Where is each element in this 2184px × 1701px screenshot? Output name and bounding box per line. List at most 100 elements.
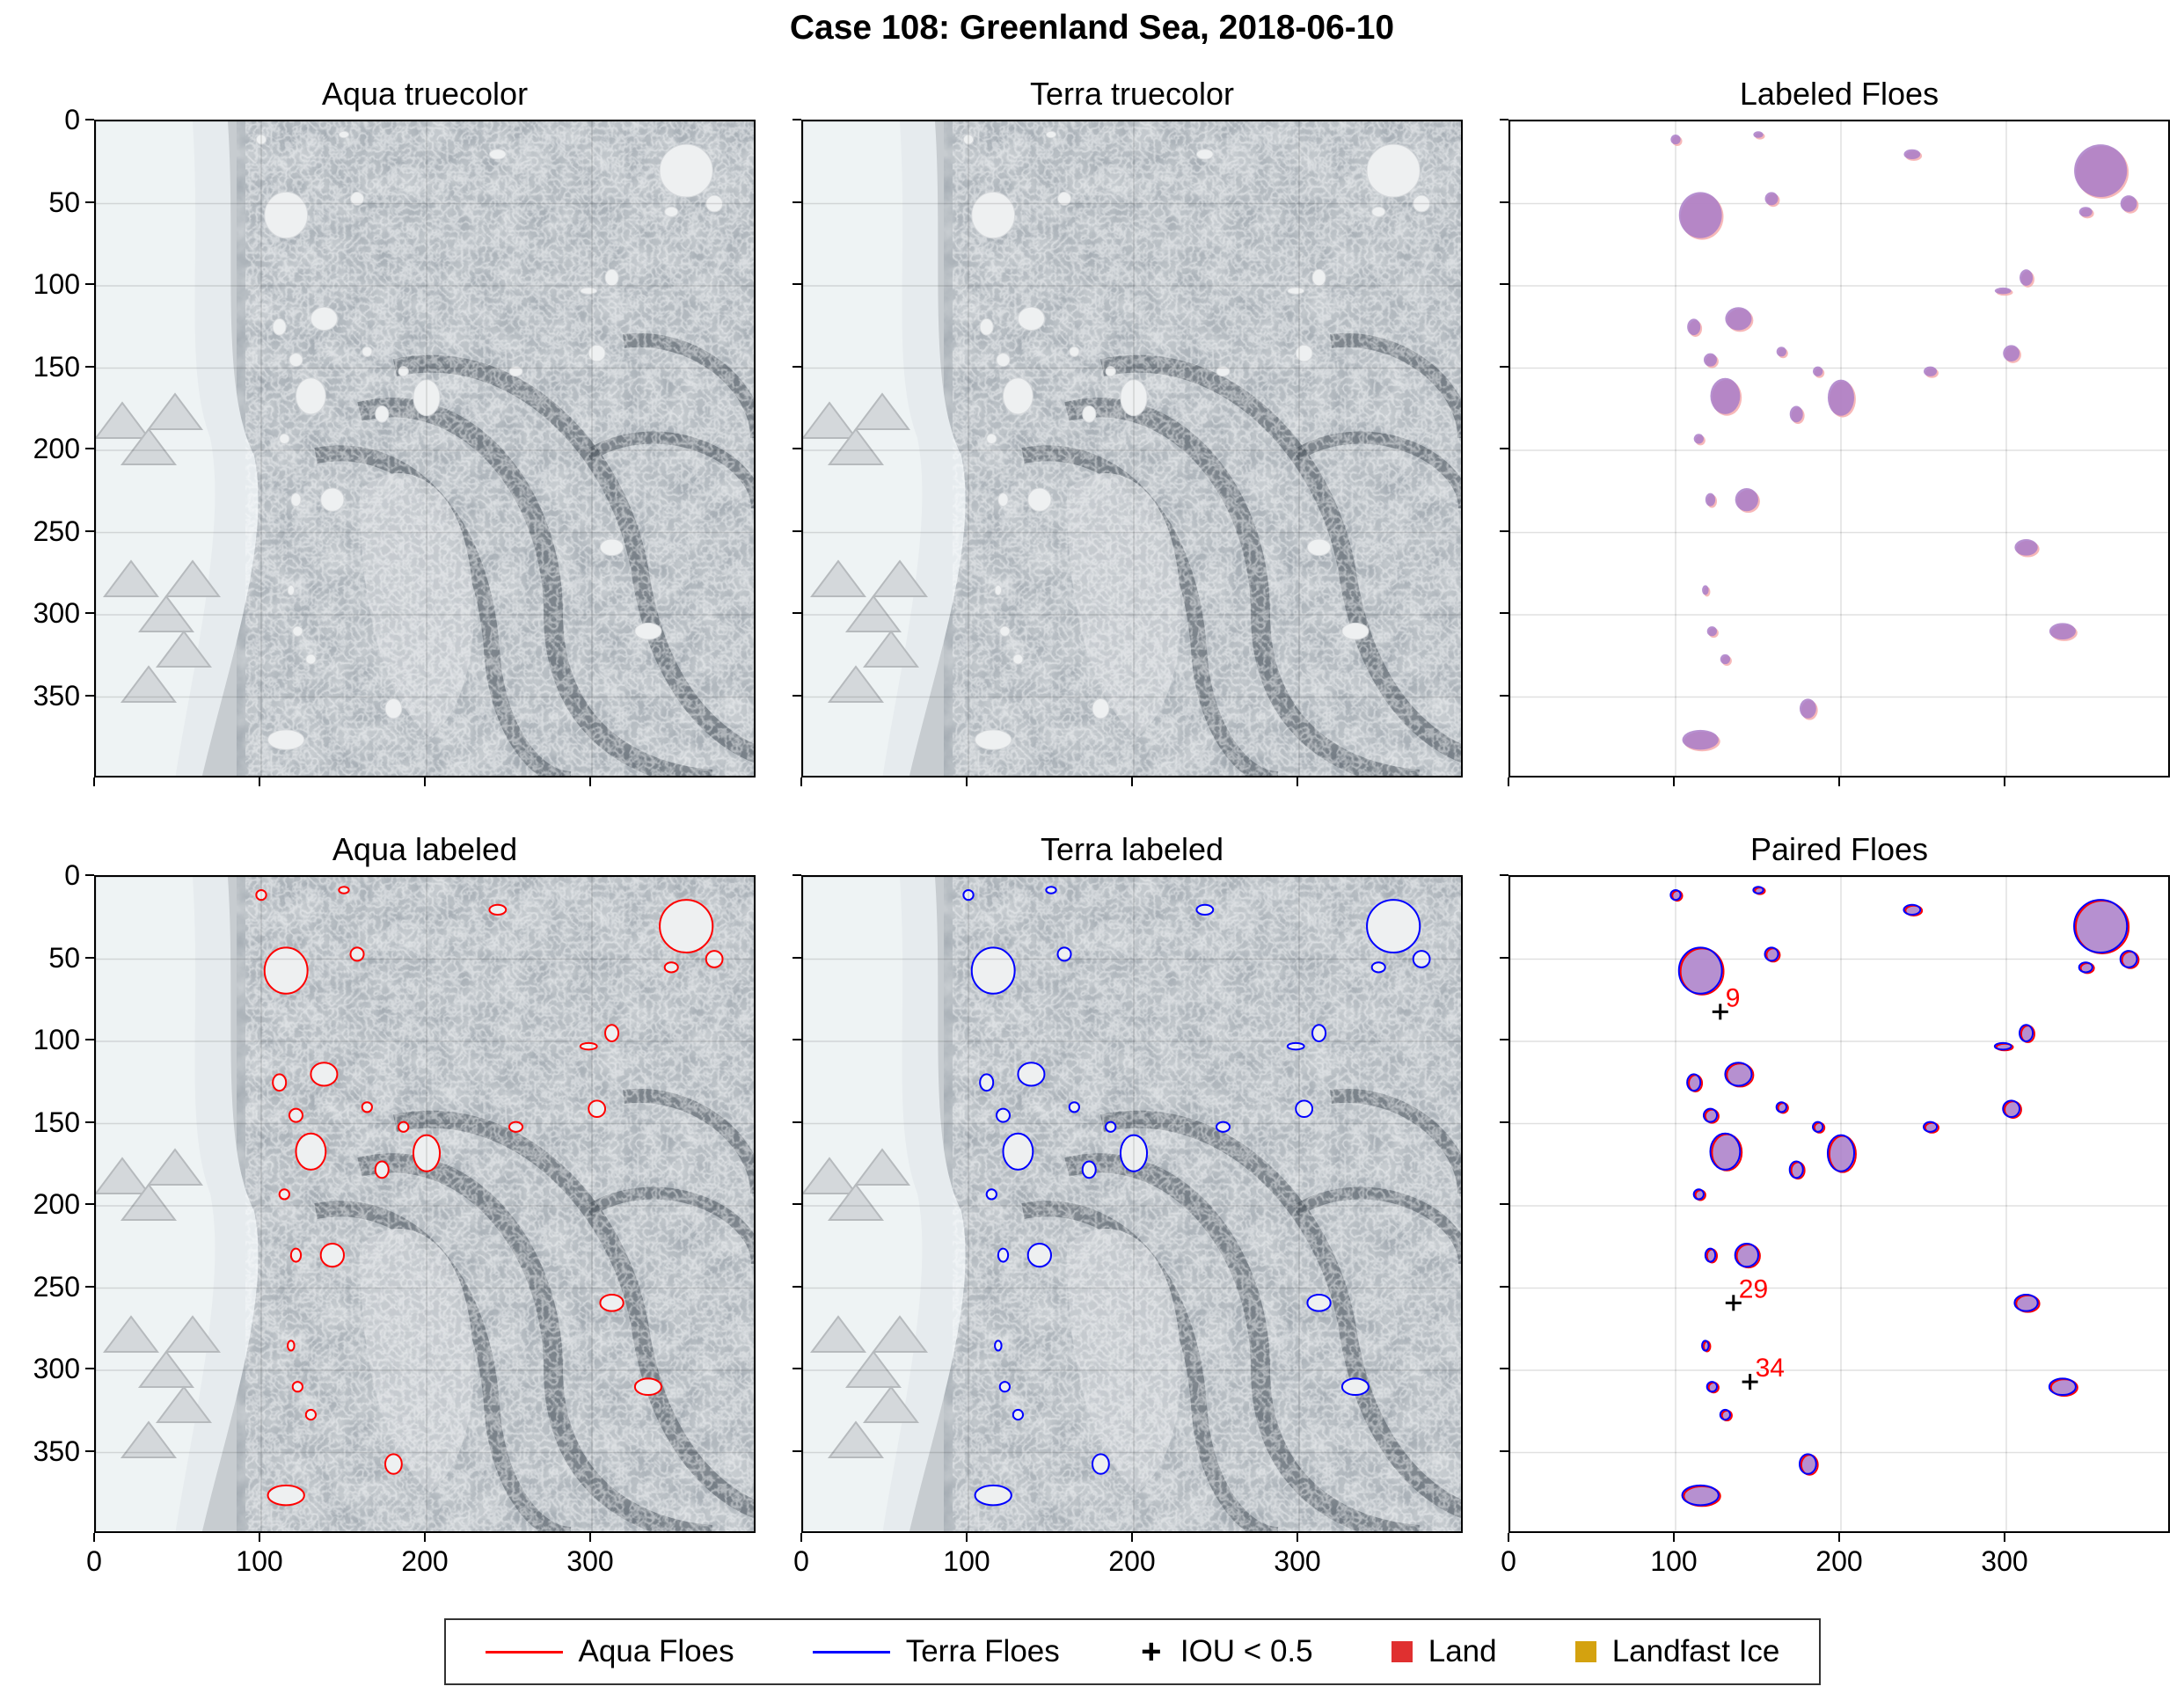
floe-bright: [979, 318, 994, 336]
legend-item-land: Land: [1391, 1634, 1497, 1669]
y-tick-mark: [793, 1368, 801, 1369]
terra-floe-outline: [994, 1340, 1003, 1352]
overlap-floe-mask: [1706, 626, 1717, 637]
floe-bright: [1295, 344, 1313, 362]
overlap-floe-mask: [1827, 1135, 1855, 1172]
y-tick-label: 300: [33, 597, 80, 629]
x-tick-mark: [589, 777, 591, 786]
x-tick-label: 0: [1501, 1545, 1516, 1577]
floe-bright: [1105, 366, 1116, 377]
floe-bright: [320, 487, 345, 512]
overlap-floe-mask: [1725, 1062, 1752, 1086]
overlap-floe-mask: [1710, 1133, 1741, 1170]
floe-bright: [350, 191, 365, 206]
y-tick-mark: [1500, 365, 1508, 368]
overlap-floe-mask: [2074, 900, 2128, 953]
overlap-floe-mask: [1705, 493, 1716, 507]
floe-bright: [1012, 653, 1024, 665]
aqua-floe-outline: [579, 1041, 598, 1051]
terrain-ridge: [810, 559, 866, 597]
x-tick-mark: [1508, 1533, 1509, 1542]
y-tick-mark: [793, 956, 801, 959]
x-tick-label: 200: [1108, 1545, 1156, 1577]
x-tick-mark: [966, 777, 968, 786]
panel-canvas-paired-floes: 9 29 34: [1510, 877, 2168, 1531]
terra-floe-outline: [1719, 1408, 1732, 1421]
floe-bright: [272, 318, 287, 336]
x-tick-mark: [1508, 777, 1509, 786]
floe-bright: [1371, 206, 1386, 217]
aqua-floe-outline: [263, 946, 309, 995]
small-floe-speckle: [245, 877, 754, 1531]
terra-floe-outline: [1002, 1132, 1034, 1171]
overlap-floe-mask: [1776, 347, 1786, 357]
terra-floe-outline: [1752, 886, 1764, 894]
y-tick-label: 350: [33, 679, 80, 712]
y-tick-mark: [85, 694, 94, 697]
y-tick-mark: [85, 283, 94, 285]
y-tick-label: 200: [33, 1188, 80, 1220]
y-tick-label: 100: [33, 268, 80, 300]
floe-bright: [1082, 405, 1097, 423]
y-tick-label: 50: [48, 941, 80, 974]
y-tick-label: 50: [48, 186, 80, 218]
floe-bright: [305, 653, 317, 665]
x-tick-mark: [1297, 1533, 1298, 1542]
terra-floe-outline: [1295, 1099, 1314, 1119]
floe-bright: [292, 625, 303, 637]
terra-floe-outline: [2073, 899, 2129, 954]
floe-bright: [362, 346, 373, 357]
aqua-floe-outline: [349, 946, 365, 962]
floe-bright: [255, 134, 267, 145]
y-tick-mark: [793, 529, 801, 532]
overlap-floe-mask: [2049, 623, 2076, 640]
terra-floe-outline: [1311, 1024, 1327, 1042]
x-tick-mark: [93, 1533, 95, 1542]
panel-title-aqua-labeled: Aqua labeled: [332, 831, 518, 867]
terrain-ridge: [121, 1183, 177, 1221]
overlap-floe-mask: [2014, 538, 2038, 556]
panel-canvas-labeled-floes: [1510, 121, 2168, 776]
terrain-ridge: [863, 630, 919, 668]
terra-floe-outline: [1017, 1062, 1046, 1087]
y-tick-mark: [85, 1203, 94, 1205]
pair-label: 9: [1726, 983, 1741, 1012]
overlap-floe-mask: [2003, 345, 2020, 362]
y-tick-mark: [793, 1039, 801, 1040]
aqua-floe-outline: [267, 1484, 305, 1507]
x-tick-mark: [800, 1533, 802, 1542]
terrain-ridge: [103, 1315, 159, 1353]
terra-floe-outline: [1012, 1408, 1025, 1421]
floe-bright: [659, 143, 713, 198]
overlap-floe-mask: [1678, 192, 1722, 238]
y-tick-mark: [793, 201, 801, 203]
terra-floe-outline: [1903, 903, 1922, 916]
legend-terra-line: [812, 1650, 890, 1654]
terra-floe-outline: [1799, 1453, 1817, 1475]
overlap-floe-mask: [1682, 1485, 1719, 1506]
panel-title-terra-truecolor: Terra truecolor: [1029, 76, 1235, 112]
y-tick-mark: [1500, 529, 1508, 532]
overlap-floe-mask: [2120, 195, 2137, 212]
terra-floe-outline: [1216, 1121, 1231, 1133]
x-tick-label: 300: [1274, 1545, 1321, 1577]
x-tick-mark: [589, 1533, 591, 1542]
aqua-floe-outline: [291, 1381, 304, 1393]
x-tick-label: 300: [1981, 1545, 2028, 1577]
terra-floe-outline: [1686, 1073, 1702, 1092]
overlap-floe-mask: [1710, 377, 1741, 414]
terra-floe-outline: [1775, 1101, 1787, 1113]
floe-bright: [1413, 194, 1431, 213]
terra-floe-outline: [1340, 1377, 1370, 1397]
floe-bright: [664, 206, 679, 217]
terrain-ridge: [828, 665, 884, 703]
terrain-ridge: [863, 1385, 919, 1423]
aqua-floe-outline: [374, 1160, 390, 1179]
overlap-floe-mask: [2014, 1294, 2038, 1311]
floe-bright: [999, 625, 1011, 637]
floe-bright: [996, 353, 1011, 368]
terrain-ridge: [828, 427, 884, 465]
y-tick-label: 150: [33, 1106, 80, 1138]
terra-floe-outline: [1068, 1101, 1080, 1113]
floe-bright: [1045, 130, 1057, 139]
